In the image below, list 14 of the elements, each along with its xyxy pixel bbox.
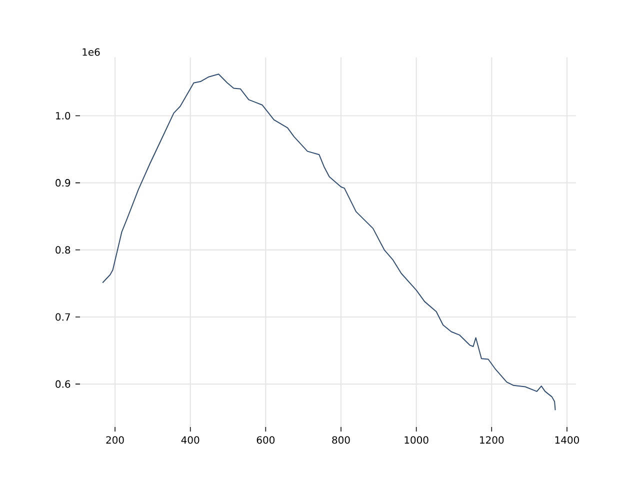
x-tick-label: 400 [181,436,200,444]
x-tick-label: 800 [332,436,350,444]
y-tick-label: 0.8 [56,246,70,254]
line-series [102,74,556,411]
y-tick-label: 0.7 [56,313,70,321]
x-tick-label: 200 [106,436,124,444]
x-tick-label: 600 [256,436,275,444]
text: 1e6 [82,48,100,56]
x-tick-label: 1400 [555,436,579,444]
y-tick-label: 0.9 [56,179,70,187]
x-tick-label: 1200 [480,436,504,444]
y-tick-label: 0.6 [56,380,70,388]
x-tick-label: 1000 [404,436,428,444]
y-tick-label: 1.0 [56,112,70,120]
